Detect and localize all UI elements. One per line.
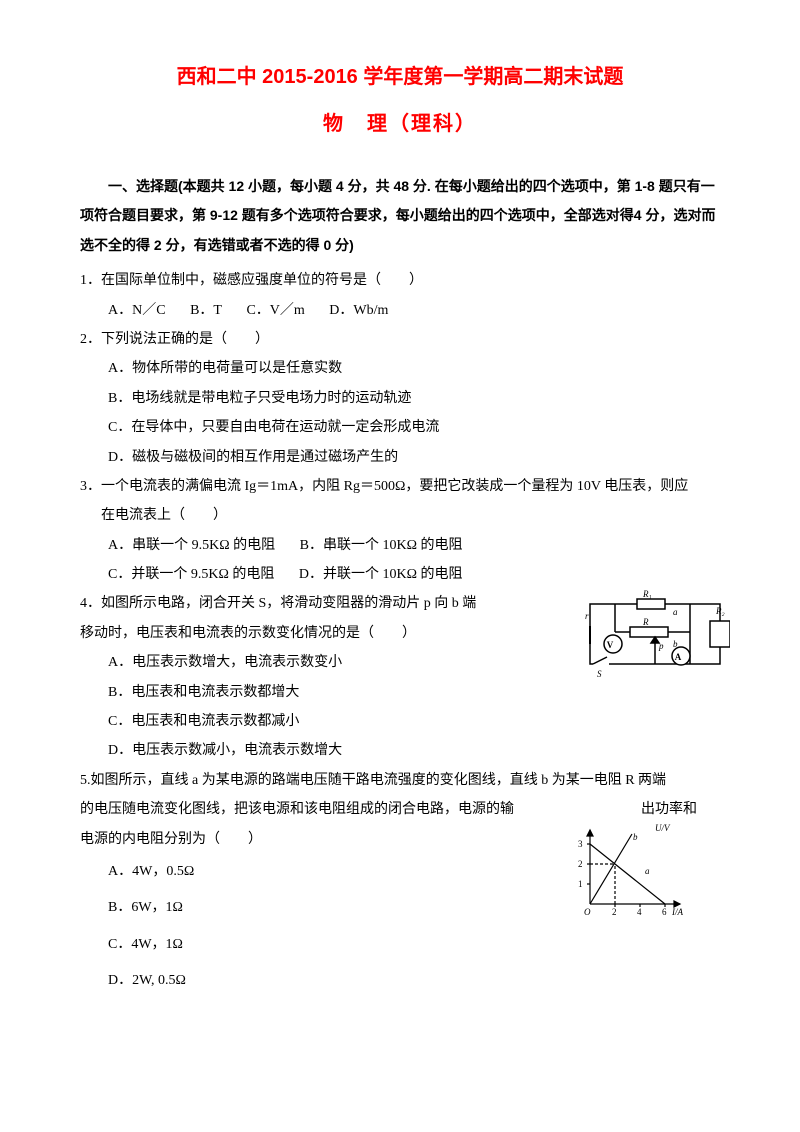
q2-opt-c: C．在导体中，只要自由电荷在运动就一定会形成电流: [80, 413, 720, 442]
q5-opt-c: C．4W，1Ω: [80, 927, 720, 963]
question-5: 5.如图所示，直线 a 为某电源的路端电压随干路电流强度的变化图线，直线 b 为…: [80, 766, 720, 1000]
q4-label-r2: R₂: [715, 606, 725, 616]
q4-label-s: S: [597, 669, 602, 679]
q5-ytick-2: 2: [578, 859, 583, 869]
q1-opt-a: A．N／C: [108, 296, 166, 325]
q4-label-r-int: r: [585, 611, 589, 621]
q4-opt-d: D．电压表示数减小，电流表示数增大: [80, 736, 720, 765]
q5-stem3: 出功率和: [641, 802, 697, 817]
question-4: R₁ a R p b R₂ V A S r 4．如图所示电路，闭合开关 S，将滑…: [80, 589, 720, 765]
q5-label-b: b: [633, 832, 638, 842]
q5-stem2: 的电压随电流变化图线，把该电源和该电阻组成的闭合电路，电源的输: [80, 802, 514, 817]
q3-opt-a: A．串联一个 9.5KΩ 的电阻: [108, 531, 275, 560]
q4-opt-b: B．电压表和电流表示数都增大: [80, 678, 720, 707]
q3-opt-d: D．并联一个 10KΩ 的电阻: [299, 560, 463, 589]
q5-stem1: 5.如图所示，直线 a 为某电源的路端电压随干路电流强度的变化图线，直线 b 为…: [80, 766, 720, 795]
q1-opt-d: D．Wb/m: [329, 296, 388, 325]
q5-xlabel: I/A: [671, 907, 683, 917]
q5-xtick-6: 6: [662, 907, 667, 917]
q1-options: A．N／C B．T C．V／m D．Wb/m: [80, 296, 720, 325]
q5-graph-figure: 1 2 3 2 4 6 O a b U/V I/A: [570, 822, 690, 917]
question-3: 3．一个电流表的满偏电流 Ig＝1mA，内阻 Rg＝500Ω，要把它改装成一个量…: [80, 472, 720, 590]
q1-opt-b: B．T: [190, 296, 222, 325]
q4-label-v: V: [607, 640, 614, 650]
q5-ytick-1: 1: [578, 879, 583, 889]
q4-label-p: p: [658, 641, 664, 651]
q3-opt-c: C．并联一个 9.5KΩ 的电阻: [108, 560, 274, 589]
q5-xtick-2: 2: [612, 907, 617, 917]
q4-label-r1: R₁: [642, 589, 652, 599]
q4-label-r: R: [642, 617, 649, 627]
exam-title-sub: 物 理（理科）: [80, 107, 720, 136]
q2-stem: 2．下列说法正确的是（ ）: [80, 325, 720, 354]
exam-title-main: 西和二中 2015-2016 学年度第一学期高二期末试题: [80, 60, 720, 89]
q5-ylabel: U/V: [655, 823, 671, 833]
q5-opt-d: D．2W, 0.5Ω: [80, 963, 720, 999]
q5-origin: O: [584, 907, 591, 917]
q1-opt-c: C．V／m: [246, 296, 304, 325]
q4-circuit-figure: R₁ a R p b R₂ V A S r: [585, 589, 730, 679]
q4-opt-c: C．电压表和电流表示数都减小: [80, 707, 720, 736]
q2-opt-b: B．电场线就是带电粒子只受电场力时的运动轨迹: [80, 384, 720, 413]
q4-label-a: a: [673, 607, 678, 617]
question-1: 1．在国际单位制中，磁感应强度单位的符号是（ ） A．N／C B．T C．V／m…: [80, 266, 720, 325]
q4-label-amm: A: [675, 652, 682, 662]
q5-stem-row2: 的电压随电流变化图线，把该电源和该电阻组成的闭合电路，电源的输 出功率和: [80, 795, 720, 824]
q5-xtick-4: 4: [637, 907, 642, 917]
q2-opt-d: D．磁极与磁极间的相互作用是通过磁场产生的: [80, 443, 720, 472]
q3-opt-b: B．串联一个 10KΩ 的电阻: [300, 531, 463, 560]
q2-opt-a: A．物体所带的电荷量可以是任意实数: [80, 354, 720, 383]
q3-stem2: 在电流表上（ ）: [80, 501, 720, 530]
q5-label-a: a: [645, 866, 650, 876]
q3-options-row2: C．并联一个 9.5KΩ 的电阻 D．并联一个 10KΩ 的电阻: [80, 560, 720, 589]
q5-ytick-3: 3: [578, 839, 583, 849]
q3-stem1: 3．一个电流表的满偏电流 Ig＝1mA，内阻 Rg＝500Ω，要把它改装成一个量…: [80, 472, 720, 501]
q3-options-row1: A．串联一个 9.5KΩ 的电阻 B．串联一个 10KΩ 的电阻: [80, 531, 720, 560]
q1-stem: 1．在国际单位制中，磁感应强度单位的符号是（ ）: [80, 266, 720, 295]
section-intro: 一、选择题(本题共 12 小题，每小题 4 分，共 48 分. 在每小题给出的四…: [80, 172, 720, 260]
q4-label-b: b: [673, 639, 678, 649]
question-2: 2．下列说法正确的是（ ） A．物体所带的电荷量可以是任意实数 B．电场线就是带…: [80, 325, 720, 472]
